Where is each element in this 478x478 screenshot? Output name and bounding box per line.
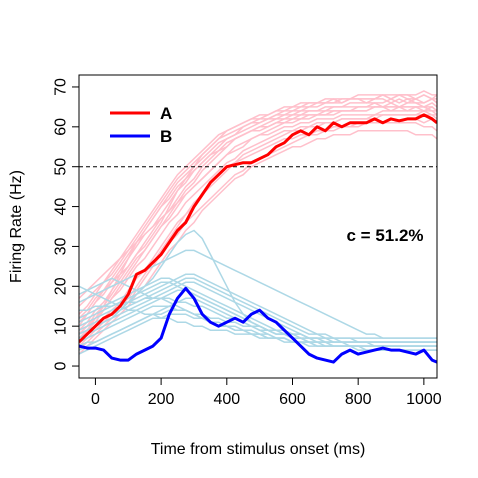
- y-tick-label-0: 0: [53, 361, 70, 370]
- y-tick-label-10: 10: [53, 317, 70, 335]
- y-tick-label-50: 50: [53, 158, 70, 176]
- trial-a-line-9: [79, 114, 437, 343]
- trial-a-line-10: [79, 94, 437, 323]
- legend-label-a: A: [160, 104, 172, 123]
- x-tick-label-0: 0: [91, 391, 100, 408]
- y-tick-label-70: 70: [53, 78, 70, 96]
- x-tick-label-800: 800: [345, 391, 372, 408]
- trial-a-line-6: [79, 98, 437, 307]
- x-tick-label-400: 400: [213, 391, 240, 408]
- y-axis: 0 10 20 30 40 50 60 70: [53, 78, 79, 370]
- x-axis: 0 200 400 600 800 1000: [91, 378, 442, 408]
- plot-frame: [78, 74, 438, 379]
- trial-a-line-7: [79, 110, 437, 339]
- y-tick-label-40: 40: [53, 198, 70, 216]
- y-axis-label: Firing Rate (Hz): [8, 170, 25, 283]
- y-tick-label-20: 20: [53, 277, 70, 295]
- legend: A B: [110, 104, 172, 146]
- y-tick-label-30: 30: [53, 237, 70, 255]
- x-tick-label-1000: 1000: [406, 391, 442, 408]
- trial-a-line-12: [79, 90, 437, 315]
- legend-label-b: B: [160, 127, 172, 146]
- trial-a-line-15: [79, 106, 437, 343]
- series-line-b: [79, 286, 437, 364]
- x-tick-label-200: 200: [148, 391, 175, 408]
- trials-a-group: [79, 90, 437, 355]
- trial-b-line-13: [79, 309, 437, 351]
- series-line-a: [79, 113, 437, 344]
- x-axis-label: Time from stimulus onset (ms): [151, 441, 366, 458]
- trial-b-line-15: [79, 281, 437, 347]
- series-lines-group: [79, 113, 437, 364]
- x-tick-label-600: 600: [279, 391, 306, 408]
- coherence-annotation: c = 51.2%: [346, 226, 423, 245]
- y-tick-label-60: 60: [53, 118, 70, 136]
